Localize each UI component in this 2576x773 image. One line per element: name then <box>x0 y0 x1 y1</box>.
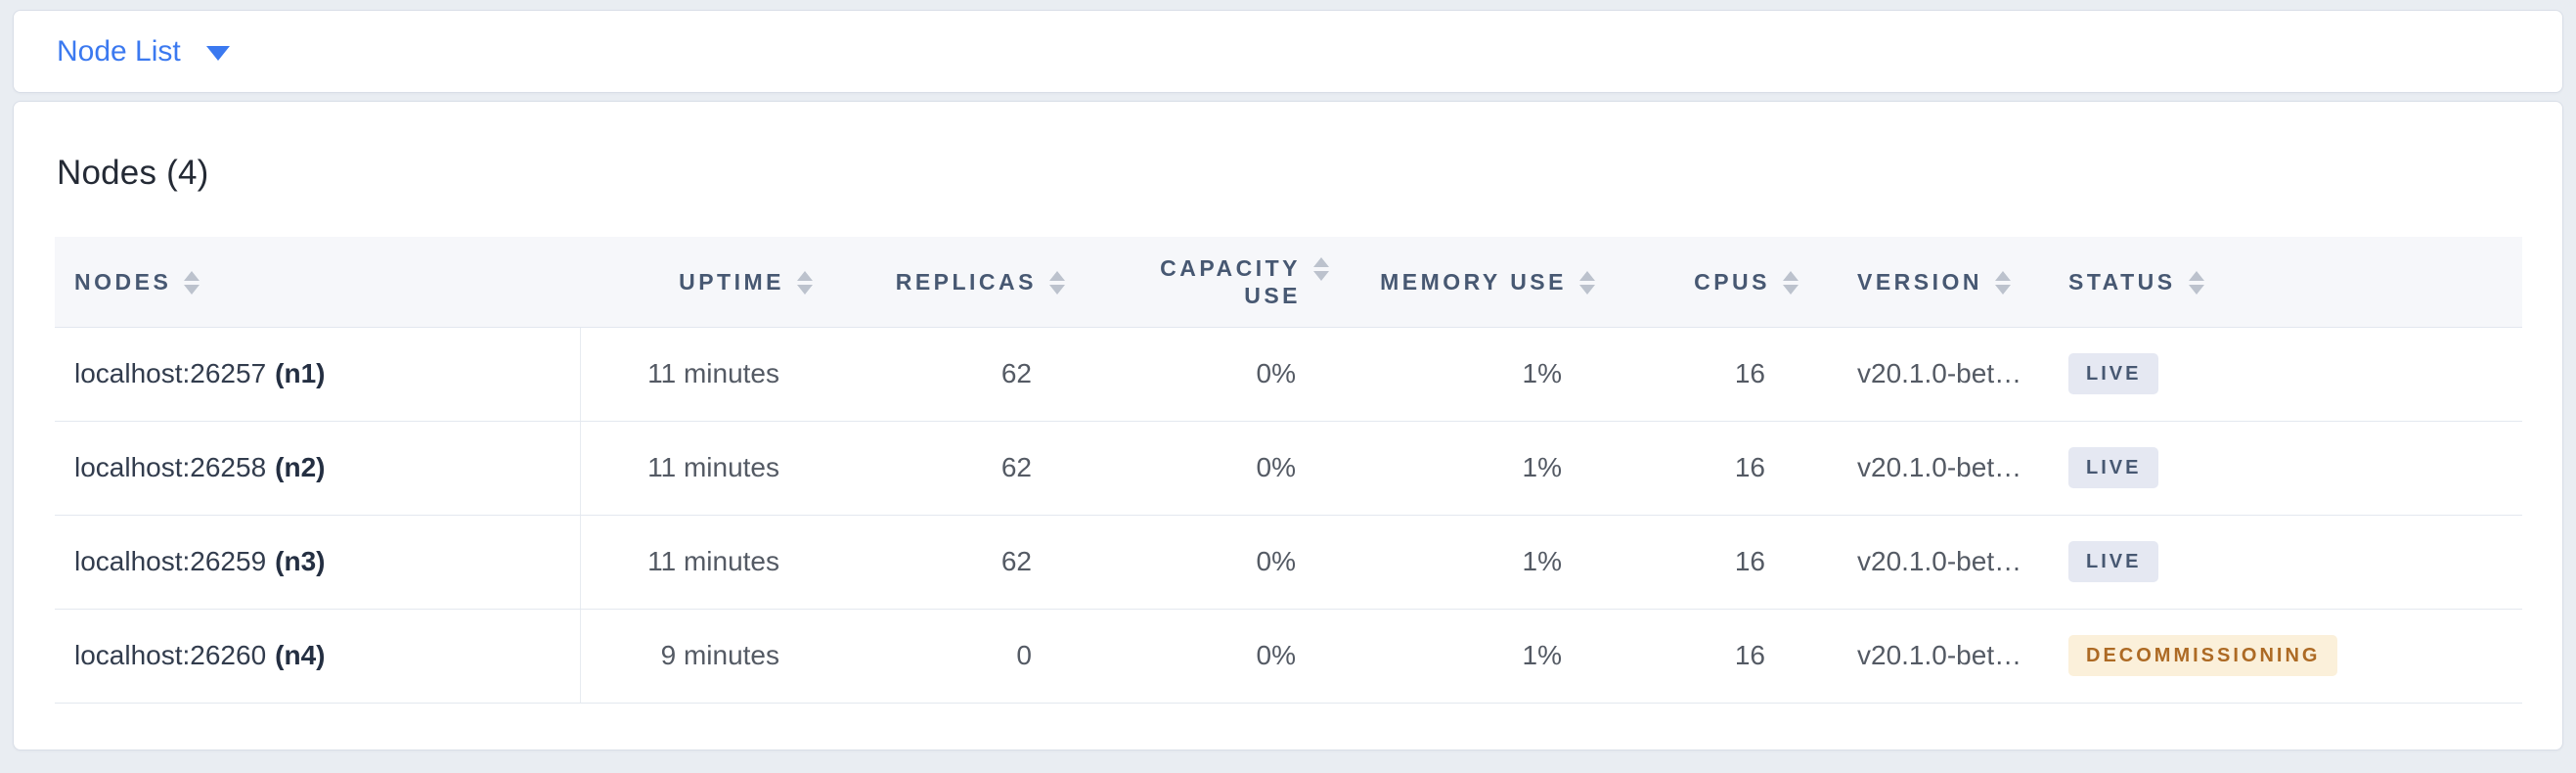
column-header-cpus[interactable]: CPUS <box>1615 237 1818 328</box>
memory-use-cell: 1% <box>1349 421 1615 516</box>
column-header-memory[interactable]: MEMORY USE <box>1349 237 1615 328</box>
uptime-cell: 11 minutes <box>580 515 832 610</box>
sort-desc-arrow-icon <box>1313 270 1329 281</box>
table-row[interactable]: localhost:26257 (n1) 11 minutes 62 0% 1% … <box>55 327 2522 422</box>
sort-icon[interactable] <box>1313 256 1329 281</box>
column-header-label: CAPACITY USE <box>1160 254 1301 308</box>
node-address: localhost:26257 <box>74 358 267 388</box>
replicas-cell: 0 <box>832 609 1085 704</box>
view-selector-label: Node List <box>57 34 181 68</box>
table-header-row: NODES UPTIME REPLICAS CAPACITY USE <box>55 237 2522 328</box>
sort-asc-arrow-icon <box>1579 270 1595 281</box>
uptime-cell: 11 minutes <box>580 421 832 516</box>
memory-use-cell: 1% <box>1349 515 1615 610</box>
node-address-cell: localhost:26259 (n3) <box>55 515 581 610</box>
sort-icon[interactable] <box>1049 270 1065 295</box>
column-header-uptime[interactable]: UPTIME <box>580 237 832 328</box>
table-row[interactable]: localhost:26260 (n4) 9 minutes 0 0% 1% 16… <box>55 609 2522 704</box>
sort-asc-arrow-icon <box>1313 256 1329 267</box>
status-cell: LIVE <box>2045 515 2522 610</box>
column-header-version[interactable]: VERSION <box>1818 237 2045 328</box>
cpus-cell: 16 <box>1615 515 1818 610</box>
status-badge: LIVE <box>2068 447 2159 488</box>
sort-asc-arrow-icon <box>1783 270 1799 281</box>
status-badge: LIVE <box>2068 541 2159 582</box>
node-address: localhost:26258 <box>74 452 267 482</box>
cpus-cell: 16 <box>1615 327 1818 422</box>
sort-asc-arrow-icon <box>1049 270 1065 281</box>
chevron-down-icon <box>205 46 230 61</box>
column-header-label: REPLICAS <box>895 268 1037 295</box>
column-header-nodes[interactable]: NODES <box>55 237 580 328</box>
sort-icon[interactable] <box>797 270 813 295</box>
status-badge: LIVE <box>2068 353 2159 394</box>
sort-desc-arrow-icon <box>184 284 200 295</box>
capacity-use-cell: 0% <box>1085 609 1349 704</box>
column-header-label: STATUS <box>2068 268 2176 295</box>
version-cell: v20.1.0-bet… <box>1818 515 2045 610</box>
column-header-label: MEMORY USE <box>1380 268 1567 295</box>
column-header-label: VERSION <box>1857 268 1983 295</box>
table-row[interactable]: localhost:26259 (n3) 11 minutes 62 0% 1% … <box>55 515 2522 610</box>
capacity-use-cell: 0% <box>1085 515 1349 610</box>
sort-desc-arrow-icon <box>797 284 813 295</box>
sort-icon[interactable] <box>1783 270 1799 295</box>
capacity-use-cell: 0% <box>1085 327 1349 422</box>
column-header-capacity[interactable]: CAPACITY USE <box>1085 237 1349 328</box>
memory-use-cell: 1% <box>1349 327 1615 422</box>
memory-use-cell: 1% <box>1349 609 1615 704</box>
column-header-replicas[interactable]: REPLICAS <box>832 237 1085 328</box>
capacity-use-cell: 0% <box>1085 421 1349 516</box>
status-badge: DECOMMISSIONING <box>2068 635 2338 676</box>
column-header-label: CPUS <box>1694 268 1770 295</box>
status-cell: LIVE <box>2045 421 2522 516</box>
column-header-label: NODES <box>74 268 172 295</box>
node-address-cell: localhost:26260 (n4) <box>55 609 581 704</box>
sort-desc-arrow-icon <box>1995 284 2012 295</box>
sort-desc-arrow-icon <box>1579 284 1595 295</box>
uptime-cell: 11 minutes <box>580 327 832 422</box>
sort-desc-arrow-icon <box>1049 284 1065 295</box>
uptime-cell: 9 minutes <box>580 609 832 704</box>
table-row[interactable]: localhost:26258 (n2) 11 minutes 62 0% 1% … <box>55 421 2522 516</box>
view-selector-card: Node List <box>13 10 2563 93</box>
nodes-table: NODES UPTIME REPLICAS CAPACITY USE <box>55 237 2522 704</box>
sort-icon[interactable] <box>184 270 200 295</box>
node-id: (n3) <box>275 546 326 576</box>
sort-asc-arrow-icon <box>797 270 813 281</box>
nodes-overview-card: Nodes (4) NODES UPTIME REPLICAS <box>13 101 2563 750</box>
replicas-cell: 62 <box>832 327 1085 422</box>
sort-desc-arrow-icon <box>2188 284 2204 295</box>
sort-icon[interactable] <box>1579 270 1595 295</box>
cpus-cell: 16 <box>1615 421 1818 516</box>
sort-desc-arrow-icon <box>1783 284 1799 295</box>
replicas-cell: 62 <box>832 421 1085 516</box>
node-id: (n4) <box>275 640 326 670</box>
replicas-cell: 62 <box>832 515 1085 610</box>
cpus-cell: 16 <box>1615 609 1818 704</box>
version-cell: v20.1.0-bet… <box>1818 609 2045 704</box>
sort-asc-arrow-icon <box>184 270 200 281</box>
node-address: localhost:26259 <box>74 546 267 576</box>
node-address-cell: localhost:26258 (n2) <box>55 421 581 516</box>
version-cell: v20.1.0-bet… <box>1818 327 2045 422</box>
node-address: localhost:26260 <box>74 640 267 670</box>
node-id: (n2) <box>275 452 326 482</box>
node-address-cell: localhost:26257 (n1) <box>55 327 581 422</box>
sort-icon[interactable] <box>1995 270 2012 295</box>
version-cell: v20.1.0-bet… <box>1818 421 2045 516</box>
page-title: Nodes (4) <box>57 154 209 192</box>
sort-asc-arrow-icon <box>2188 270 2204 281</box>
status-cell: LIVE <box>2045 327 2522 422</box>
sort-asc-arrow-icon <box>1995 270 2012 281</box>
view-selector-dropdown[interactable]: Node List <box>57 34 230 68</box>
status-cell: DECOMMISSIONING <box>2045 609 2522 704</box>
node-id: (n1) <box>275 358 326 388</box>
column-header-status[interactable]: STATUS <box>2045 237 2522 328</box>
column-header-label: UPTIME <box>679 268 784 295</box>
sort-icon[interactable] <box>2188 270 2204 295</box>
